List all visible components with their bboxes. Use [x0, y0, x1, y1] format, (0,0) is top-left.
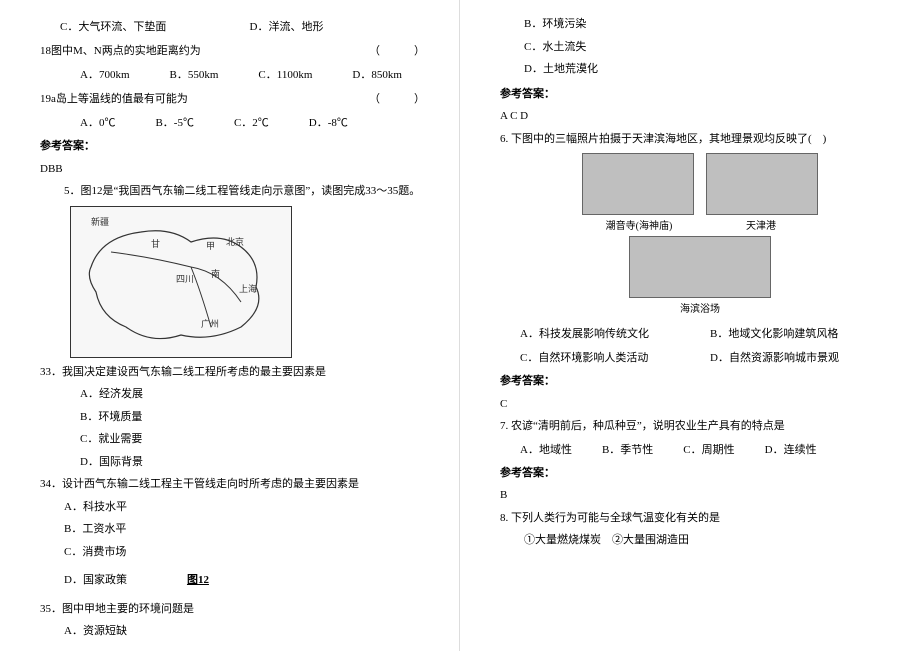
q19-stem: 19a岛上等温线的值最有可能为: [40, 90, 188, 106]
q18-options: A．700km B．550km C．1100km D．850km: [40, 66, 439, 82]
map-label-sichuan: 四川: [176, 272, 194, 285]
left-column: C．大气环流、下垫面 D．洋流、地形 18图中M、N两点的实地距离约为 （ ） …: [0, 0, 460, 651]
q33-a: A．经济发展: [40, 386, 439, 403]
q5-intro: 5．图12是“我国西气东输二线工程管线走向示意图”，读图完成33～35题。: [40, 183, 439, 200]
q35-a: A．资源短缺: [40, 623, 439, 640]
q7-stem: 7. 农谚“清明前后，种瓜种豆”，说明农业生产具有的特点是: [500, 418, 900, 435]
china-map: 新疆 甘 甲 北京 四川 南 上海 广州: [70, 206, 292, 358]
photo-beach: [629, 236, 771, 298]
q18-a: A．700km: [80, 66, 130, 82]
q34-a: A．科技水平: [40, 499, 439, 516]
answer-2: A C D: [500, 108, 900, 125]
caption-port: 天津港: [706, 217, 816, 232]
q18-b: B．550km: [170, 66, 219, 82]
q19-c: C．2℃: [234, 114, 269, 130]
q18-c: C．1100km: [258, 66, 312, 82]
q18-stem-row: 18图中M、N两点的实地距离约为 （ ）: [40, 42, 439, 58]
map-label-xinjiang: 新疆: [91, 215, 109, 228]
q6-stem: 6. 下图中的三幅照片拍摄于天津滨海地区，其地理景观均反映了( ): [500, 131, 900, 148]
q35-c: C．水土流失: [500, 39, 900, 56]
q19-paren: （ ）: [369, 90, 429, 106]
q33-c: C．就业需要: [40, 431, 439, 448]
q18-paren: （ ）: [369, 42, 429, 58]
q7-c: C．周期性: [683, 441, 734, 457]
q19-d: D．-8℃: [309, 114, 348, 130]
q19-options: A．0℃ B．-5℃ C．2℃ D．-8℃: [40, 114, 439, 130]
q34-c: C．消费市场: [40, 544, 439, 561]
answer-1: DBB: [40, 161, 439, 178]
q7-a: A．地域性: [520, 441, 572, 457]
q7-d: D．连续性: [765, 441, 817, 457]
q35-b: B．环境污染: [500, 16, 900, 33]
q18-stem: 18图中M、N两点的实地距离约为: [40, 42, 201, 58]
answer-label-3: 参考答案：: [500, 373, 900, 390]
answer-3: C: [500, 396, 900, 413]
q6-c: C．自然环境影响人类活动: [520, 349, 710, 365]
answer-label-1: 参考答案：: [40, 138, 439, 155]
map-label-jia: 甲: [206, 239, 215, 252]
opt-c: C．大气环流、下垫面: [60, 18, 250, 34]
q34-stem: 34．设计西气东输二线工程主干管线走向时所考虑的最主要因素是: [40, 476, 439, 493]
q34-d: D．国家政策: [40, 572, 127, 589]
q6-row2: C．自然环境影响人类活动 D．自然资源影响城市景观: [500, 349, 900, 365]
photo-port: [706, 153, 818, 215]
photo-temple: [582, 153, 694, 215]
figure-12-label: 图12: [187, 571, 209, 587]
q35-d: D．土地荒漠化: [500, 61, 900, 78]
q6-b: B．地域文化影响建筑风格: [710, 325, 900, 341]
answer-4: B: [500, 487, 900, 504]
q19-stem-row: 19a岛上等温线的值最有可能为 （ ）: [40, 90, 439, 106]
q19-b: B．-5℃: [155, 114, 194, 130]
map-label-guangzhou: 广州: [201, 317, 219, 330]
q34-d-row: D．国家政策 图12: [40, 566, 439, 595]
q33-d: D．国际背景: [40, 454, 439, 471]
q6-d: D．自然资源影响城市景观: [710, 349, 900, 365]
answer-label-2: 参考答案：: [500, 86, 900, 103]
photo-row-1: [500, 153, 900, 215]
caption-temple: 潮音寺(海神庙): [584, 217, 694, 232]
answer-label-4: 参考答案：: [500, 465, 900, 482]
q6-row1: A．科技发展影响传统文化 B．地域文化影响建筑风格: [500, 325, 900, 341]
map-label-shanghai: 上海: [239, 282, 257, 295]
q18-d: D．850km: [352, 66, 402, 82]
map-label-south: 南: [211, 267, 220, 280]
q35-stem: 35．图中甲地主要的环境问题是: [40, 601, 439, 618]
q7-options: A．地域性 B．季节性 C．周期性 D．连续性: [500, 441, 900, 457]
caption-row-1: 潮音寺(海神庙) 天津港: [500, 217, 900, 232]
right-column: B．环境污染 C．水土流失 D．土地荒漠化 参考答案： A C D 6. 下图中…: [460, 0, 920, 651]
map-label-gansu: 甘: [151, 237, 160, 250]
q19-a: A．0℃: [80, 114, 115, 130]
q33-stem: 33．我国决定建设西气东输二线工程所考虑的最主要因素是: [40, 364, 439, 381]
q33-b: B．环境质量: [40, 409, 439, 426]
opt-d: D．洋流、地形: [250, 18, 440, 34]
q6-a: A．科技发展影响传统文化: [520, 325, 710, 341]
q8-sub: ①大量燃烧煤炭 ②大量围湖造田: [500, 532, 900, 549]
prev-options-cd: C．大气环流、下垫面 D．洋流、地形: [40, 18, 439, 34]
q8-stem: 8. 下列人类行为可能与全球气温变化有关的是: [500, 510, 900, 527]
q34-b: B．工资水平: [40, 521, 439, 538]
page-root: C．大气环流、下垫面 D．洋流、地形 18图中M、N两点的实地距离约为 （ ） …: [0, 0, 920, 651]
q7-b: B．季节性: [602, 441, 653, 457]
map-label-beijing: 北京: [226, 235, 244, 248]
caption-beach: 海滨浴场: [500, 300, 900, 315]
